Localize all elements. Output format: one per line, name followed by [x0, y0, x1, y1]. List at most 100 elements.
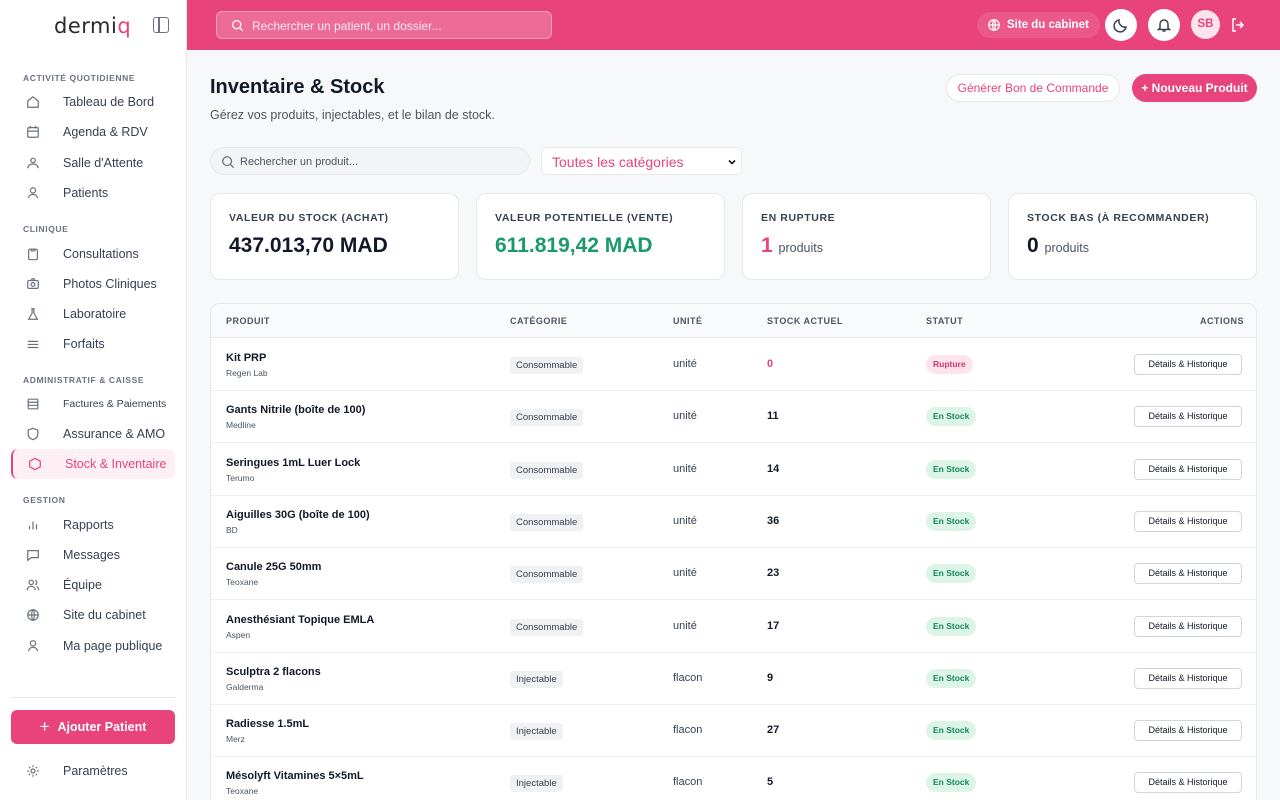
- generate-order-button[interactable]: Générer Bon de Commande: [946, 74, 1120, 102]
- product-name: Radiesse 1.5mL: [226, 718, 310, 731]
- status-badge: En Stock: [926, 721, 977, 741]
- sidebar-item-laboratoire[interactable]: Laboratoire: [11, 299, 175, 329]
- stock-cell: 27: [767, 724, 780, 737]
- sidebar-item-factures[interactable]: Factures & Paiements: [11, 389, 175, 419]
- sidebar-item-patients[interactable]: Patients: [11, 178, 175, 208]
- avatar[interactable]: SB: [1191, 10, 1220, 39]
- table-row: Canule 25G 50mm Teoxane Consommable unité 23…: [211, 548, 1256, 601]
- stock-cell: 0: [767, 358, 774, 370]
- sidebar-item-stock-inventaire[interactable]: Stock & Inventaire: [11, 449, 175, 479]
- stock-cell: 11: [767, 410, 779, 423]
- stock-cell: 23: [767, 567, 780, 580]
- details-history-button[interactable]: Détails & Historique: [1134, 720, 1242, 742]
- details-history-button[interactable]: Détails & Historique: [1134, 615, 1242, 637]
- logo-row: dermiq: [0, 0, 187, 50]
- details-history-button[interactable]: Détails & Historique: [1134, 563, 1242, 585]
- sidebar-item-label: Stock & Inventaire: [65, 457, 167, 471]
- stock-cell: 36: [767, 514, 780, 527]
- team-icon: [26, 579, 40, 591]
- sidebar-item-parametres[interactable]: Paramètres: [11, 756, 175, 786]
- sidebar-item-salle-attente[interactable]: Salle d'Attente: [11, 148, 175, 178]
- unit-cell: flacon: [673, 671, 703, 684]
- details-history-button[interactable]: Détails & Historique: [1134, 406, 1242, 428]
- product-search-input[interactable]: Rechercher un produit...: [210, 147, 530, 175]
- add-patient-button[interactable]: + Ajouter Patient: [11, 710, 175, 744]
- column-header-categorie: CATÉGORIE: [510, 316, 568, 326]
- stat-card-stock-value: VALEUR DU STOCK (ACHAT) 437.013,70 MAD: [210, 193, 459, 280]
- sidebar-divider: [11, 697, 175, 698]
- moon-icon: [1113, 19, 1127, 33]
- chevron-down-icon: [728, 159, 736, 165]
- details-history-button[interactable]: Détails & Historique: [1134, 772, 1242, 794]
- waiting-room-icon: [27, 157, 39, 169]
- column-header-statut: STATUT: [926, 316, 964, 326]
- product-brand: Medline: [226, 420, 256, 431]
- new-product-button[interactable]: + Nouveau Produit: [1132, 74, 1257, 102]
- global-search-input[interactable]: Rechercher un patient, un dossier...: [216, 11, 552, 39]
- column-header-stock: STOCK ACTUEL: [767, 316, 844, 326]
- clipboard-icon: [28, 248, 38, 261]
- category-select[interactable]: Toutes les catégories: [541, 147, 742, 175]
- sidebar-item-tableau-de-bord[interactable]: Tableau de Bord: [11, 87, 175, 117]
- details-history-button[interactable]: Détails & Historique: [1134, 667, 1242, 689]
- table-row: Gants Nitrile (boîte de 100) Medline Conso…: [211, 391, 1256, 444]
- notifications-button[interactable]: [1148, 9, 1180, 41]
- stat-value: 0 produits: [1027, 234, 1090, 257]
- stat-value: 611.819,42 MAD: [495, 234, 653, 257]
- product-brand: Aspen: [226, 629, 251, 640]
- details-history-button[interactable]: Détails & Historique: [1134, 354, 1242, 375]
- site-cabinet-label: Site du cabinet: [1007, 19, 1089, 31]
- stat-value: 1 produits: [761, 234, 824, 257]
- sidebar-item-rapports[interactable]: Rapports: [11, 510, 175, 540]
- box-icon: [29, 457, 41, 471]
- search-icon: [231, 19, 244, 32]
- column-header-actions: ACTIONS: [1200, 316, 1244, 326]
- stock-cell: 14: [767, 462, 780, 475]
- section-title-clinique: CLINIQUE: [23, 224, 69, 234]
- sidebar-item-consultations[interactable]: Consultations: [11, 239, 175, 269]
- table-row: Mésolyft Vitamines 5×5mL Teoxane Injectabl…: [211, 757, 1256, 800]
- status-badge: En Stock: [926, 511, 977, 531]
- search-icon: [222, 156, 235, 169]
- section-title-gestion: GESTION: [23, 495, 66, 505]
- product-brand: Galderma: [226, 681, 264, 692]
- sidebar-item-site-cabinet[interactable]: Site du cabinet: [11, 600, 175, 630]
- dark-mode-toggle[interactable]: [1105, 9, 1137, 41]
- sidebar-item-equipe[interactable]: Équipe: [11, 570, 175, 600]
- product-name: Canule 25G 50mm: [226, 561, 322, 574]
- plus-icon: +: [39, 717, 50, 736]
- details-history-button[interactable]: Détails & Historique: [1134, 458, 1242, 480]
- sidebar-item-forfaits[interactable]: Forfaits: [11, 329, 175, 359]
- category-tag: Consommable: [510, 618, 584, 636]
- unit-cell: unité: [673, 358, 697, 370]
- sidebar-item-photos-cliniques[interactable]: Photos Cliniques: [11, 269, 175, 299]
- gear-icon: [27, 765, 39, 777]
- sidebar-item-assurance[interactable]: Assurance & AMO: [11, 419, 175, 449]
- receipt-icon: [27, 398, 39, 410]
- stock-cell: 17: [767, 619, 780, 632]
- details-history-button[interactable]: Détails & Historique: [1134, 510, 1242, 532]
- sidebar-item-messages[interactable]: Messages: [11, 540, 175, 570]
- sidebar-item-label: Assurance & AMO: [63, 427, 166, 441]
- sidebar-item-agenda[interactable]: Agenda & RDV: [11, 117, 175, 147]
- sidebar-item-label: Consultations: [63, 247, 139, 261]
- flask-icon: [27, 308, 39, 320]
- site-cabinet-link[interactable]: Site du cabinet: [977, 12, 1100, 38]
- status-badge: En Stock: [926, 616, 977, 636]
- sidebar-item-label: Ma page publique: [63, 639, 163, 653]
- user-icon: [28, 640, 38, 652]
- bell-icon: [1156, 19, 1172, 32]
- table-row: Radiesse 1.5mL Merz Injectable flacon 27 En S…: [211, 705, 1256, 758]
- product-brand: Teoxane: [226, 577, 259, 588]
- status-badge: En Stock: [926, 668, 977, 688]
- logo[interactable]: dermiq: [54, 14, 132, 38]
- unit-cell: unité: [673, 567, 697, 580]
- status-badge: En Stock: [926, 459, 977, 479]
- sidebar-item-page-publique[interactable]: Ma page publique: [11, 631, 175, 661]
- product-name: Aiguilles 30G (boîte de 100): [226, 508, 370, 521]
- logout-icon[interactable]: [1230, 17, 1246, 33]
- unit-cell: flacon: [673, 724, 703, 737]
- stat-unit: produits: [1044, 241, 1090, 255]
- product-brand: BD: [226, 524, 238, 535]
- sidebar-toggle-icon[interactable]: [153, 17, 169, 33]
